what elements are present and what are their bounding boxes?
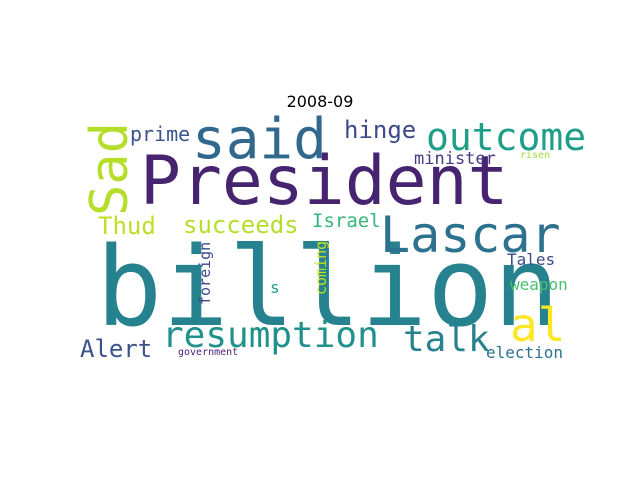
word-billion: billion xyxy=(96,223,560,351)
word-tales: Tales xyxy=(507,250,556,269)
word-lascar: Lascar xyxy=(380,206,561,264)
word-alert: Alert xyxy=(80,335,153,363)
word-government: government xyxy=(178,347,239,358)
figure-title: 2008-09 xyxy=(286,92,354,111)
word-s: s xyxy=(270,278,280,297)
word-risen: risen xyxy=(520,150,551,161)
word-succeeds: succeeds xyxy=(183,211,299,239)
word-sad: Sad xyxy=(80,122,140,216)
word-thud: Thud xyxy=(98,212,156,240)
word-foreign: foreign xyxy=(196,241,214,305)
word-israel: Israel xyxy=(312,210,381,232)
word-hinge: hinge xyxy=(344,116,417,144)
word-coming: coming xyxy=(312,240,330,295)
word-president: President xyxy=(140,142,509,221)
word-outcome: outcome xyxy=(426,115,587,159)
word-minister: minister xyxy=(414,149,496,169)
word-cloud-area xyxy=(80,118,572,364)
word-election: election xyxy=(486,343,564,362)
word-resumption: resumption xyxy=(162,315,379,356)
word-al: al xyxy=(510,298,566,352)
word-prime: prime xyxy=(130,122,191,146)
word-said: said xyxy=(192,107,327,172)
word-talk: talk xyxy=(403,319,490,360)
word-weapon: weapon xyxy=(510,275,568,294)
